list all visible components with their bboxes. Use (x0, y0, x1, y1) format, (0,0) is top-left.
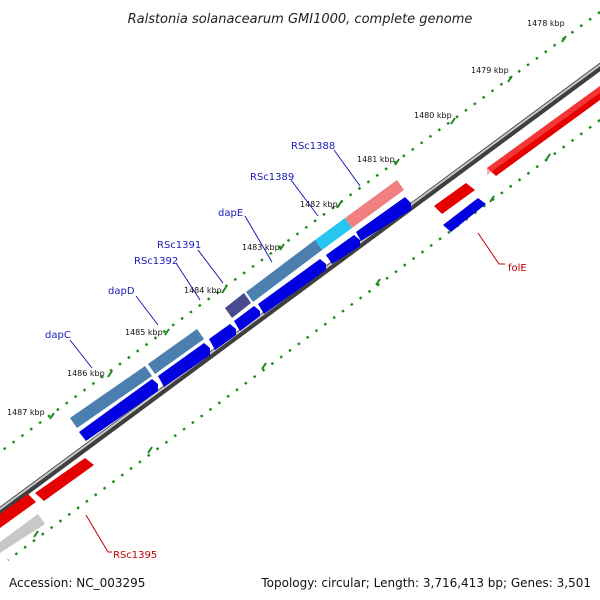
feature-steelblue (70, 366, 152, 428)
genome-summary-text: Topology: circular; Length: 3,716,413 bp… (261, 576, 591, 590)
gene-label-dapC: dapC (45, 330, 71, 341)
cds-arrow-blue (209, 324, 236, 350)
gene-label-RSc1392: RSc1392 (134, 256, 178, 267)
forward-genes (0, 86, 600, 528)
feature-pink (345, 180, 404, 228)
tick-mark (336, 201, 342, 209)
cds-arrow-blue (443, 198, 486, 232)
tick-label: 1482 kbp (300, 200, 338, 209)
cds-arrow-blue (158, 343, 210, 387)
inner-tick-marks (33, 153, 551, 538)
gene-arrow-red (0, 494, 36, 528)
reverse-cds (79, 197, 486, 441)
tick-label: 1481 kbp (357, 155, 395, 164)
gene-label-RSc1389: RSc1389 (250, 172, 294, 183)
feature-cyan (315, 218, 352, 250)
cds-arrow-blue (326, 235, 360, 264)
tick-label: 1478 kbp (527, 19, 565, 28)
label-leaders (69, 149, 505, 553)
tick-mark (561, 35, 567, 43)
gene-arrow-red (434, 183, 475, 214)
gene-label-dapD: dapD (108, 286, 135, 297)
tick-mark (279, 243, 285, 251)
tick-mark (507, 75, 513, 83)
tick-mark (261, 362, 267, 370)
tick-label: 1480 kbp (414, 111, 452, 120)
gene-arrow-red (35, 458, 94, 501)
tick-mark (107, 370, 113, 378)
feature-purple (225, 293, 251, 318)
tick-mark (33, 530, 39, 538)
feature-steelblue (148, 329, 204, 374)
tick-mark (164, 328, 170, 336)
gene-label-RSc1388: RSc1388 (291, 141, 335, 152)
tick-labels: 1478 kbp 1479 kbp 1480 kbp 1481 kbp 1482… (7, 19, 565, 417)
cds-arrow-blue (356, 197, 411, 241)
tick-marks (49, 35, 567, 420)
gene-label-dapE: dapE (218, 208, 243, 219)
gene-label-folE: folE (508, 263, 527, 274)
tick-mark (394, 158, 400, 166)
cds-arrow-blue (234, 306, 260, 331)
feature-gray (0, 514, 45, 553)
tick-mark (375, 278, 381, 286)
gene-arrow-red (487, 86, 600, 175)
tick-label: 1486 kbp (67, 369, 105, 378)
tick-mark (489, 195, 495, 203)
gene-label-RSc1395: RSc1395 (113, 550, 157, 561)
feature-steelblue (246, 240, 322, 302)
tick-label: 1487 kbp (7, 408, 45, 417)
tick-mark (49, 412, 55, 420)
scale-ring-inner (7, 119, 600, 561)
cds-arrow-blue (79, 379, 158, 441)
tick-label: 1485 kbp (125, 328, 163, 337)
tick-mark (450, 117, 456, 125)
gene-labels: RSc1388 RSc1389 dapE RSc1391 RSc1392 dap… (45, 141, 527, 561)
tick-mark (221, 286, 227, 294)
gene-label-RSc1391: RSc1391 (157, 240, 201, 251)
highlighted-features (0, 180, 404, 553)
accession-text: Accession: NC_003295 (9, 576, 146, 590)
tick-label: 1484 kbp (184, 286, 222, 295)
cds-arrow-blue (258, 259, 326, 314)
tick-label: 1479 kbp (471, 66, 509, 75)
map-title: Ralstonia solanacearum GMI1000, complete… (128, 12, 473, 27)
tick-label: 1483 kbp (242, 243, 280, 252)
tick-mark (545, 153, 551, 161)
tick-mark (147, 446, 153, 454)
